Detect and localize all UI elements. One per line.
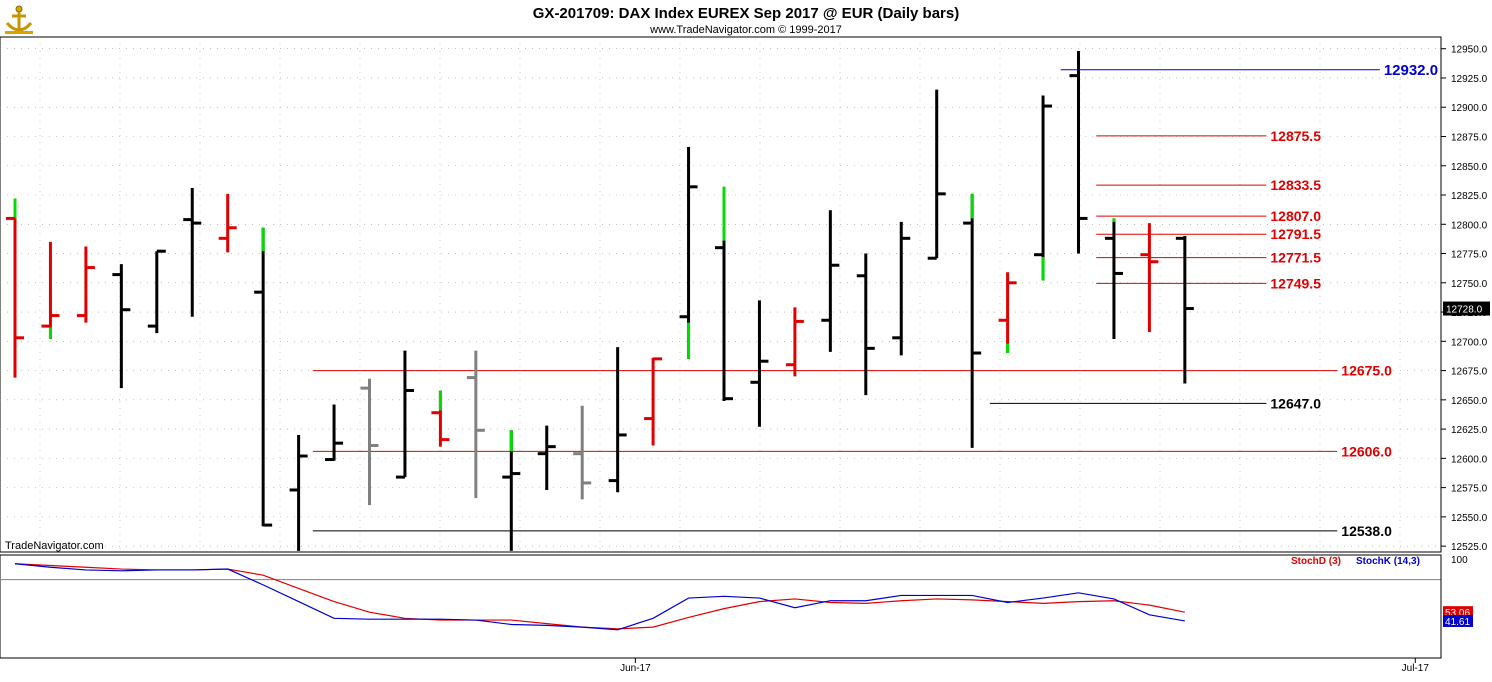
level-label: 12807.0 (1270, 208, 1321, 224)
level-label: 12749.5 (1270, 275, 1321, 291)
level-label: 12538.0 (1341, 523, 1392, 539)
ohlc-bar (1140, 223, 1159, 332)
ohlc-bar (431, 390, 450, 447)
y-tick-label: 12700.0 (1451, 337, 1488, 348)
ohlc-bar (679, 147, 698, 359)
ohlc-bar (750, 300, 769, 427)
x-tick-label: Jun-17 (620, 663, 651, 674)
ohlc-bar (254, 227, 273, 527)
y-tick-label: 12675.0 (1451, 367, 1488, 378)
y-tick-label: 12625.0 (1451, 425, 1488, 436)
ohlc-bar (892, 221, 911, 356)
ohlc-bar (573, 405, 592, 500)
level-label: 12647.0 (1270, 395, 1321, 411)
stochk-value-box (1443, 614, 1473, 627)
ohlc-bar (963, 193, 982, 448)
ohlc-bar (112, 264, 131, 389)
ohlc-bar (76, 246, 95, 323)
last-price-label: 12728.0 (1446, 305, 1483, 316)
ohlc-bar (1104, 218, 1123, 339)
ohlc-bar (715, 186, 733, 402)
y-tick-label: 12825.0 (1451, 191, 1488, 202)
stochk-value-label: 41.61 (1445, 617, 1470, 628)
y-tick-label: 12650.0 (1451, 396, 1488, 407)
stochk-legend: StochK (14,3) (1356, 556, 1420, 567)
level-label: 12606.0 (1341, 443, 1392, 459)
ohlc-bar (6, 198, 24, 378)
ohlc-bar (289, 434, 308, 551)
y-tick-label: 12775.0 (1451, 250, 1488, 261)
y-tick-label: 12575.0 (1451, 484, 1488, 495)
ohlc-bar (608, 347, 627, 493)
y-tick-label: 12550.0 (1451, 513, 1488, 524)
y-tick-label: 12600.0 (1451, 454, 1488, 465)
last-price-box (1443, 301, 1490, 316)
y-tick-label: 12900.0 (1451, 103, 1488, 114)
ohlc-bar (998, 272, 1017, 354)
ohlc-bar (537, 425, 556, 490)
ohlc-bar (785, 307, 804, 377)
y-tick-label: 12950.0 (1451, 45, 1488, 56)
ohlc-bar (218, 193, 237, 253)
chart-subtitle: www.TradeNavigator.com © 1999-2017 (649, 24, 842, 36)
ohlc-bar (1069, 51, 1088, 254)
ohlc-bar (325, 404, 344, 462)
ohlc-bar (395, 350, 414, 479)
anchor-logo-icon (5, 5, 33, 34)
ohlc-bar (360, 378, 379, 506)
x-tick-label: Jul-17 (1402, 663, 1430, 674)
level-label: 12771.5 (1270, 250, 1321, 266)
ohlc-bar (147, 249, 166, 334)
watermark: TradeNavigator.com (5, 540, 104, 552)
level-label: 12791.5 (1270, 226, 1321, 242)
stochd-legend: StochD (3) (1291, 556, 1341, 567)
ohlc-bar (1034, 95, 1053, 281)
ohlc-bar (41, 241, 60, 339)
ohlc-bar (856, 253, 875, 396)
y-tick-label: 12925.0 (1451, 74, 1488, 85)
chart-title: GX-201709: DAX Index EUREX Sep 2017 @ EU… (533, 5, 959, 22)
level-label: 12675.0 (1341, 363, 1392, 379)
level-label: 12875.5 (1270, 128, 1321, 144)
level-label: 12833.5 (1270, 177, 1321, 193)
ohlc-bar (644, 357, 663, 446)
y-tick-label: 12750.0 (1451, 279, 1488, 290)
ohlc-bar (821, 210, 840, 352)
y-tick-label: 12800.0 (1451, 220, 1488, 231)
stochd-value-label: 53.06 (1445, 608, 1470, 619)
ohlc-bar (1175, 235, 1194, 384)
stochk-line (14, 563, 1185, 631)
ohlc-bar (502, 430, 521, 551)
ohlc-bar (927, 89, 946, 260)
ind-top-label: 100 (1451, 555, 1468, 566)
ohlc-bar (466, 350, 485, 499)
y-tick-label: 12875.0 (1451, 132, 1488, 143)
y-tick-label: 12525.0 (1451, 542, 1488, 553)
y-tick-label: 12850.0 (1451, 162, 1488, 173)
ohlc-bar (183, 187, 202, 317)
level-label: 12932.0 (1384, 62, 1438, 79)
